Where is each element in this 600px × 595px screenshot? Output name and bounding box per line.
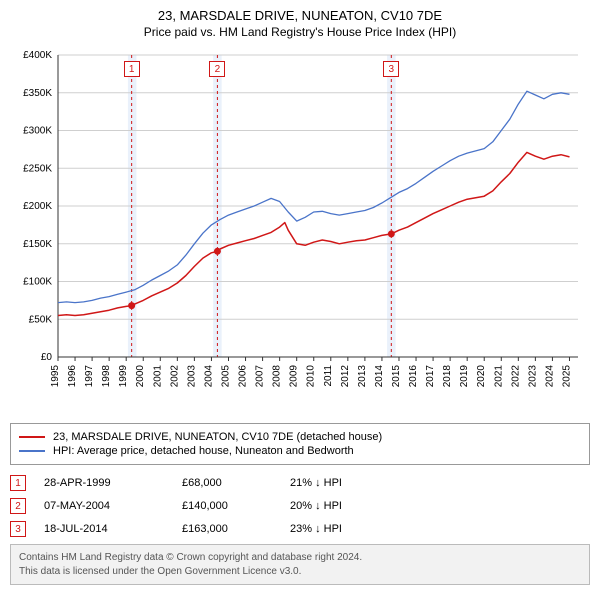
legend-item: 23, MARSDALE DRIVE, NUNEATON, CV10 7DE (… <box>19 431 581 443</box>
sale-events: 1 28-APR-1999 £68,000 21% ↓ HPI 2 07-MAY… <box>10 475 590 537</box>
svg-text:2021: 2021 <box>493 365 504 388</box>
svg-text:1996: 1996 <box>67 365 78 388</box>
svg-text:2002: 2002 <box>169 365 180 388</box>
chart-title: 23, MARSDALE DRIVE, NUNEATON, CV10 7DE <box>10 8 590 23</box>
svg-text:2016: 2016 <box>408 365 419 388</box>
event-price: £140,000 <box>182 500 272 512</box>
svg-text:2007: 2007 <box>255 365 266 388</box>
svg-text:£150K: £150K <box>23 239 52 250</box>
svg-text:£200K: £200K <box>23 201 52 212</box>
footer-line: This data is licensed under the Open Gov… <box>19 565 581 579</box>
event-delta: 23% ↓ HPI <box>290 523 380 535</box>
svg-text:£0: £0 <box>41 352 53 363</box>
chart: £0 £50K £100K £150K £200K £250K £300K £350K £400… <box>10 45 590 415</box>
legend-label: HPI: Average price, detached house, Nune… <box>53 445 354 457</box>
svg-text:2012: 2012 <box>340 365 351 388</box>
svg-text:£100K: £100K <box>23 277 52 288</box>
legend: 23, MARSDALE DRIVE, NUNEATON, CV10 7DE (… <box>10 423 590 465</box>
svg-text:2022: 2022 <box>510 365 521 388</box>
title-block: 23, MARSDALE DRIVE, NUNEATON, CV10 7DE P… <box>10 8 590 39</box>
svg-text:2017: 2017 <box>425 365 436 388</box>
svg-text:2023: 2023 <box>527 365 538 388</box>
svg-text:£300K: £300K <box>23 126 52 137</box>
event-marker: 3 <box>10 521 26 537</box>
event-marker: 1 <box>10 475 26 491</box>
event-marker: 2 <box>10 498 26 514</box>
event-price: £163,000 <box>182 523 272 535</box>
svg-text:2000: 2000 <box>135 365 146 388</box>
chart-container: { "title": "23, MARSDALE DRIVE, NUNEATON… <box>0 0 600 595</box>
sale-event: 1 28-APR-1999 £68,000 21% ↓ HPI <box>10 475 590 491</box>
event-date: 07-MAY-2004 <box>44 500 164 512</box>
legend-label: 23, MARSDALE DRIVE, NUNEATON, CV10 7DE (… <box>53 431 382 443</box>
svg-text:2004: 2004 <box>203 365 214 388</box>
event-date: 28-APR-1999 <box>44 477 164 489</box>
chart-event-marker: 3 <box>383 61 399 77</box>
svg-text:2009: 2009 <box>289 365 300 388</box>
svg-text:2011: 2011 <box>323 365 334 387</box>
svg-text:2013: 2013 <box>357 365 368 388</box>
svg-text:1995: 1995 <box>50 365 61 388</box>
svg-text:2014: 2014 <box>374 365 385 388</box>
svg-text:2015: 2015 <box>391 365 402 388</box>
svg-text:2024: 2024 <box>544 365 555 388</box>
svg-text:2008: 2008 <box>272 365 283 388</box>
svg-text:2010: 2010 <box>306 365 317 388</box>
svg-text:2003: 2003 <box>186 365 197 388</box>
svg-text:2019: 2019 <box>459 365 470 388</box>
legend-swatch <box>19 450 45 452</box>
chart-subtitle: Price paid vs. HM Land Registry's House … <box>10 25 590 39</box>
legend-item: HPI: Average price, detached house, Nune… <box>19 445 581 457</box>
svg-text:£350K: £350K <box>23 88 52 99</box>
footer-line: Contains HM Land Registry data © Crown c… <box>19 551 581 565</box>
svg-text:£50K: £50K <box>29 314 53 325</box>
svg-text:£400K: £400K <box>23 50 52 61</box>
sale-event: 3 18-JUL-2014 £163,000 23% ↓ HPI <box>10 521 590 537</box>
chart-event-marker: 1 <box>124 61 140 77</box>
svg-text:2025: 2025 <box>561 365 572 388</box>
chart-svg: £0 £50K £100K £150K £200K £250K £300K £350K £400… <box>10 45 590 415</box>
event-date: 18-JUL-2014 <box>44 523 164 535</box>
svg-text:2005: 2005 <box>220 365 231 388</box>
svg-text:1998: 1998 <box>101 365 112 388</box>
svg-text:2001: 2001 <box>152 365 163 388</box>
svg-text:2006: 2006 <box>238 365 249 388</box>
sale-event: 2 07-MAY-2004 £140,000 20% ↓ HPI <box>10 498 590 514</box>
svg-text:1997: 1997 <box>84 365 95 388</box>
svg-text:1999: 1999 <box>118 365 129 388</box>
chart-event-marker: 2 <box>209 61 225 77</box>
svg-text:£250K: £250K <box>23 163 52 174</box>
attribution-footer: Contains HM Land Registry data © Crown c… <box>10 544 590 585</box>
svg-text:2020: 2020 <box>476 365 487 388</box>
event-delta: 20% ↓ HPI <box>290 500 380 512</box>
event-price: £68,000 <box>182 477 272 489</box>
event-delta: 21% ↓ HPI <box>290 477 380 489</box>
svg-text:2018: 2018 <box>442 365 453 388</box>
legend-swatch <box>19 436 45 438</box>
